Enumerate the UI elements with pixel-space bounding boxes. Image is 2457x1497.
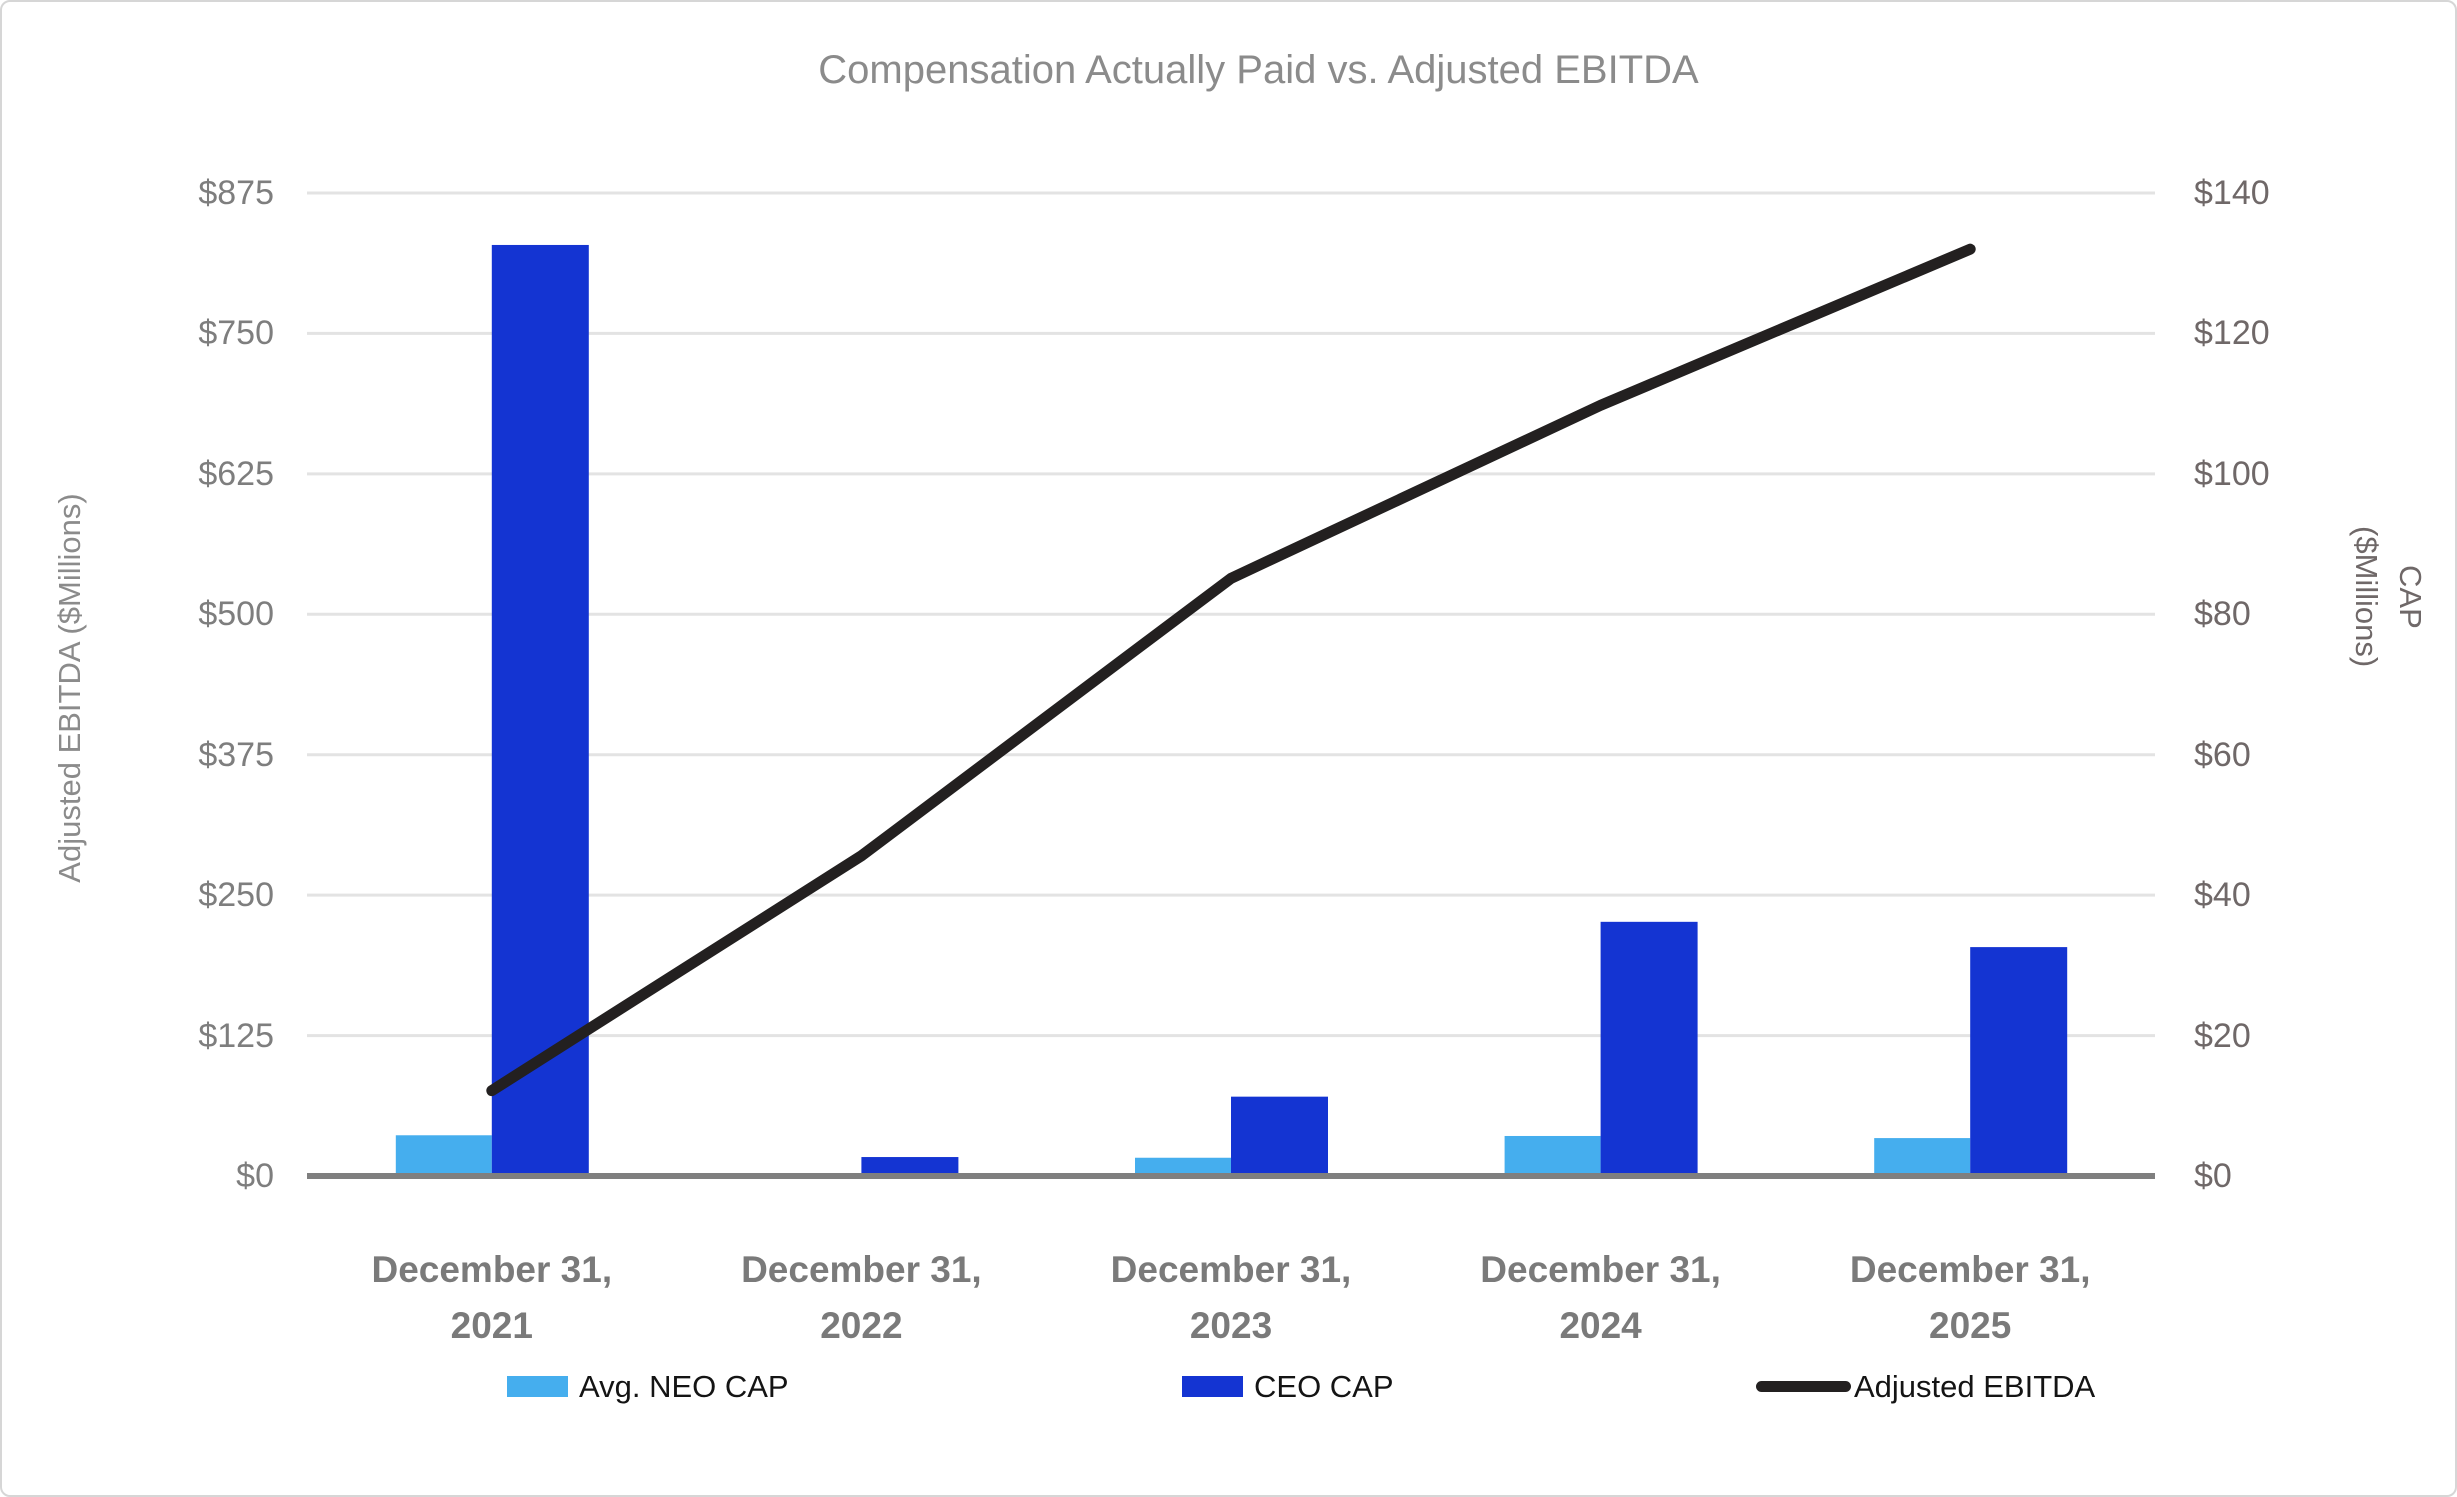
right-axis-tick-label: $0 — [2194, 1157, 2232, 1195]
legend-item-label: Avg. NEO CAP — [579, 1369, 789, 1404]
legend-item-label: CEO CAP — [1254, 1369, 1394, 1404]
legend-line-swatch — [1756, 1381, 1851, 1392]
x-label-line1: December 31, — [1849, 1249, 2091, 1290]
bar-ceo-cap — [491, 244, 589, 1177]
x-label-line1: December 31, — [1110, 1249, 1352, 1290]
left-axis-tick-label: $375 — [198, 735, 274, 774]
left-axis-tick-label: $500 — [198, 595, 274, 634]
left-axis-tick-label: $625 — [198, 454, 274, 493]
x-label-line1: December 31, — [1480, 1249, 1721, 1290]
chart-title: Compensation Actually Paid vs. Adjusted … — [818, 48, 1699, 92]
x-label-line1: December 31, — [741, 1249, 982, 1290]
right-axis-title: CAP ($Millions) — [2312, 347, 2432, 847]
bar-avg-neo-cap — [395, 1135, 492, 1176]
right-axis-tick-label: $60 — [2194, 735, 2251, 774]
right-axis-tick-label: $80 — [2194, 595, 2251, 634]
x-axis-category-label: December 31, 2024 — [1411, 1242, 1791, 1354]
x-label-line2: 2021 — [450, 1305, 533, 1346]
left-axis-tick-label: $750 — [198, 314, 274, 353]
x-axis-category-label: December 31, 2021 — [302, 1242, 682, 1354]
bar-ceo-cap — [1600, 921, 1698, 1176]
x-label-line2: 2024 — [1559, 1305, 1642, 1346]
legend-color-swatch — [1182, 1376, 1243, 1397]
right-axis-tick-label: $140 — [2194, 174, 2270, 212]
right-axis-title-line1: CAP — [2393, 565, 2428, 629]
x-label-line1: December 31, — [371, 1249, 613, 1290]
x-axis-category-label: December 31, 2025 — [1780, 1242, 2160, 1354]
x-label-line2: 2023 — [1189, 1305, 1273, 1346]
bar-ceo-cap — [1231, 1096, 1328, 1176]
bar-ceo-cap — [1970, 947, 2068, 1176]
adjusted-ebitda-line — [486, 243, 1976, 1097]
left-axis-title: Adjusted EBITDA ($Millions) — [52, 493, 87, 883]
left-axis-tick-label: $250 — [198, 876, 274, 915]
legend-item-label: Adjusted EBITDA — [1854, 1369, 2096, 1404]
x-label-line2: 2025 — [1929, 1305, 2012, 1346]
legend-color-swatch — [507, 1376, 568, 1397]
left-axis-tick-label: $875 — [198, 174, 274, 212]
bar-avg-neo-cap — [1874, 1138, 1971, 1176]
left-axis-tick-label: $0 — [236, 1157, 274, 1195]
right-axis-title-line2: ($Millions) — [2349, 526, 2384, 668]
right-axis-tick-label: $120 — [2194, 314, 2270, 353]
right-axis-tick-label: $20 — [2194, 1016, 2251, 1055]
bar-avg-neo-cap — [1135, 1157, 1231, 1176]
right-axis-tick-label: $100 — [2194, 454, 2270, 493]
bar-ceo-cap — [861, 1157, 959, 1176]
x-axis-category-label: December 31, 2023 — [1041, 1242, 1421, 1354]
x-axis-category-label: December 31, 2022 — [671, 1242, 1051, 1354]
left-axis-tick-label: $125 — [198, 1016, 274, 1055]
right-axis-tick-label: $40 — [2194, 876, 2251, 915]
bar-avg-neo-cap — [1504, 1135, 1601, 1176]
x-label-line2: 2022 — [820, 1305, 903, 1346]
